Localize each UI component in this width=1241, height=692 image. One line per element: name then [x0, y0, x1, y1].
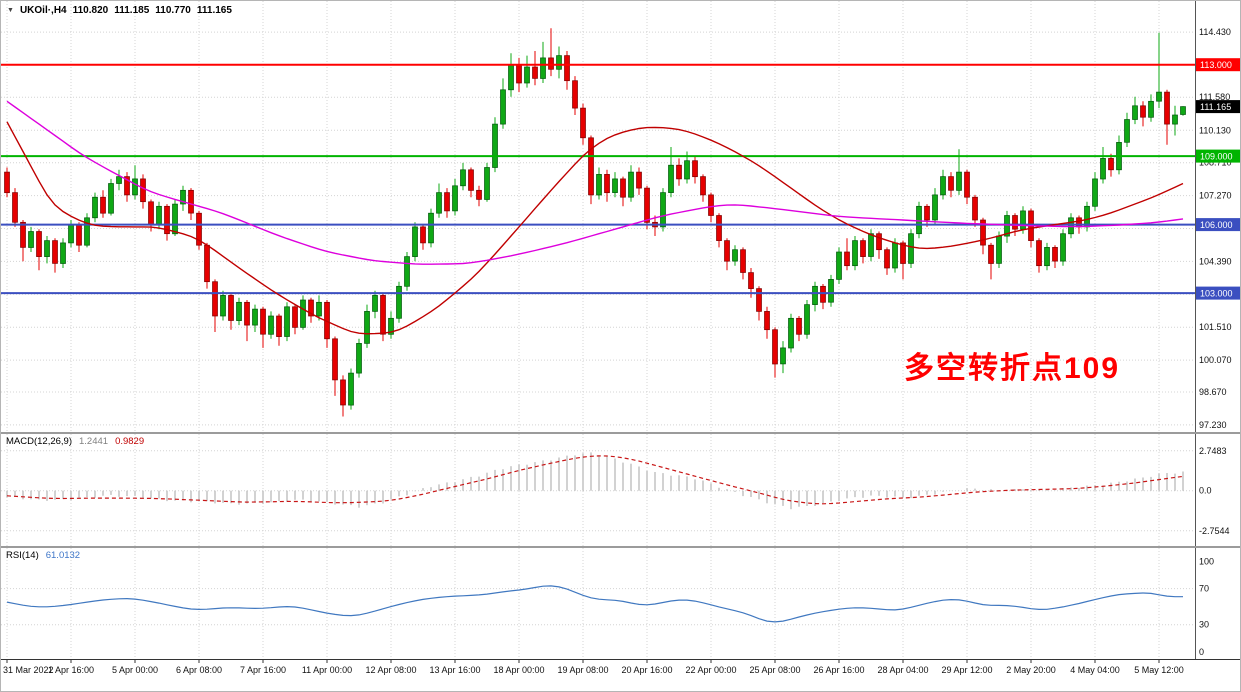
time-axis-label: 31 Mar 2022 [3, 665, 54, 675]
time-axis-label: 28 Apr 04:00 [877, 665, 928, 675]
price-badge-value: 111.165 [1200, 102, 1231, 112]
time-axis-label: 6 Apr 08:00 [176, 665, 222, 675]
chart-symbol-dropdown-icon[interactable]: ▼ [7, 7, 14, 14]
rsi-value: 61.0132 [45, 550, 81, 561]
ma-fast-line [6, 121, 1184, 335]
ohlc-low: 110.770 [155, 5, 191, 16]
price-axis-label: 98.670 [1199, 387, 1227, 397]
ohlc-open: 110.820 [72, 5, 109, 16]
main-chart-canvas[interactable]: 114.430 111.580 110.130 108.710 107.270 104.3… [1, 1, 1241, 432]
time-axis-label: 5 Apr 00:00 [112, 665, 158, 675]
price-badge-value: 103.000 [1200, 289, 1233, 299]
price-axis-label: 114.430 [1199, 27, 1231, 37]
price-badge-value: 113.000 [1200, 60, 1232, 70]
price-axis-label: 107.270 [1199, 191, 1232, 201]
price-badge-value: 109.000 [1200, 152, 1233, 162]
time-axis-label: 7 Apr 16:00 [240, 665, 286, 675]
rsi-axis-label: 0 [1199, 647, 1204, 657]
price-badge: 106.000 [1196, 218, 1240, 232]
time-axis-label: 11 Apr 00:00 [302, 665, 352, 675]
panel-splitter-macd[interactable] [1, 432, 1240, 434]
candles-layer [4, 28, 1186, 417]
price-badge: 109.000 [1196, 149, 1240, 163]
macd-canvas[interactable]: 2.7483 0.0 -2.7544 [1, 434, 1241, 546]
ohlc-close: 111.165 [196, 5, 232, 16]
ohlc-high: 111.185 [114, 5, 150, 16]
macd-axis-label: -2.7544 [1199, 526, 1230, 536]
time-axis-label: 20 Apr 16:00 [621, 665, 672, 675]
price-axis-label: 108.710 [1199, 158, 1232, 168]
price-axis[interactable] [1194, 1, 1240, 659]
macd-histogram [6, 452, 1184, 510]
price-axis-label: 110.130 [1199, 125, 1231, 135]
rsi-label: RSI(14) [6, 550, 39, 561]
vertical-grid [6, 548, 1160, 659]
macd-axis-label: 0.0 [1199, 486, 1212, 496]
macd-label: MACD(12,26,9) [6, 436, 72, 447]
time-axis[interactable]: 31 Mar 2022 1 Apr 16:00 5 Apr 00:00 6 Apr 0… [1, 659, 1241, 692]
rsi-line [6, 585, 1183, 623]
time-axis-label: 4 May 04:00 [1070, 665, 1120, 675]
rsi-axis-label: 70 [1199, 584, 1209, 594]
price-axis-label: 111.580 [1199, 92, 1230, 102]
chart-annotation-text: 多空转折点109 [904, 352, 1121, 385]
time-axis-label: 5 May 12:00 [1134, 665, 1184, 675]
symbol-ohlc-header: ▼ UKOil·,H4 110.820 111.185 110.770 111.… [7, 5, 232, 16]
time-axis-label: 13 Apr 16:00 [429, 665, 480, 675]
rsi-panel[interactable]: 100 70 30 0 RSI(14) 61.0132 [1, 548, 1241, 659]
macd-signal-value: 0.9829 [115, 436, 145, 447]
price-badge: 103.000 [1196, 286, 1240, 300]
price-axis-label: 97.230 [1199, 420, 1227, 430]
rsi-header: RSI(14) 61.0132 [6, 550, 80, 561]
panel-splitter-rsi[interactable] [1, 546, 1240, 548]
symbol-title: UKOil·,H4 [19, 5, 67, 16]
main-chart-panel[interactable]: 114.430 111.580 110.130 108.710 107.270 104.3… [1, 1, 1241, 432]
time-axis-label: 12 Apr 08:00 [365, 665, 416, 675]
macd-panel[interactable]: 2.7483 0.0 -2.7544 MACD(12,26,9) 1.2441 0.… [1, 434, 1241, 546]
price-badge-value: 106.000 [1200, 220, 1233, 230]
time-axis-label: 19 Apr 08:00 [557, 665, 608, 675]
time-axis-label: 1 Apr 16:00 [48, 665, 94, 675]
time-axis-label: 25 Apr 08:00 [749, 665, 800, 675]
time-axis-label: 2 May 20:00 [1006, 665, 1056, 675]
price-axis-label: 101.510 [1199, 322, 1232, 332]
rsi-axis-label: 30 [1199, 620, 1209, 630]
time-axis-label: 26 Apr 16:00 [813, 665, 864, 675]
time-axis-label: 29 Apr 12:00 [941, 665, 992, 675]
price-badge: 113.000 [1196, 58, 1240, 72]
ma-slow-line [6, 100, 1184, 265]
rsi-axis-label: 100 [1199, 557, 1214, 567]
price-axis-labels: 114.430 111.580 110.130 108.710 107.270 104.3… [1199, 27, 1232, 430]
vertical-grid [6, 434, 1160, 546]
price-axis-label: 104.390 [1199, 256, 1232, 266]
price-axis-label: 100.070 [1199, 355, 1232, 365]
time-axis-label: 18 Apr 00:00 [493, 665, 544, 675]
macd-axis-label: 2.7483 [1199, 446, 1227, 456]
rsi-canvas[interactable]: 100 70 30 0 [1, 548, 1241, 659]
macd-header: MACD(12,26,9) 1.2441 0.9829 [6, 436, 144, 447]
macd-signal-line [6, 455, 1184, 505]
macd-main-value: 1.2441 [79, 436, 109, 447]
price-badge: 111.165 [1196, 100, 1240, 114]
time-axis-label: 22 Apr 00:00 [685, 665, 736, 675]
